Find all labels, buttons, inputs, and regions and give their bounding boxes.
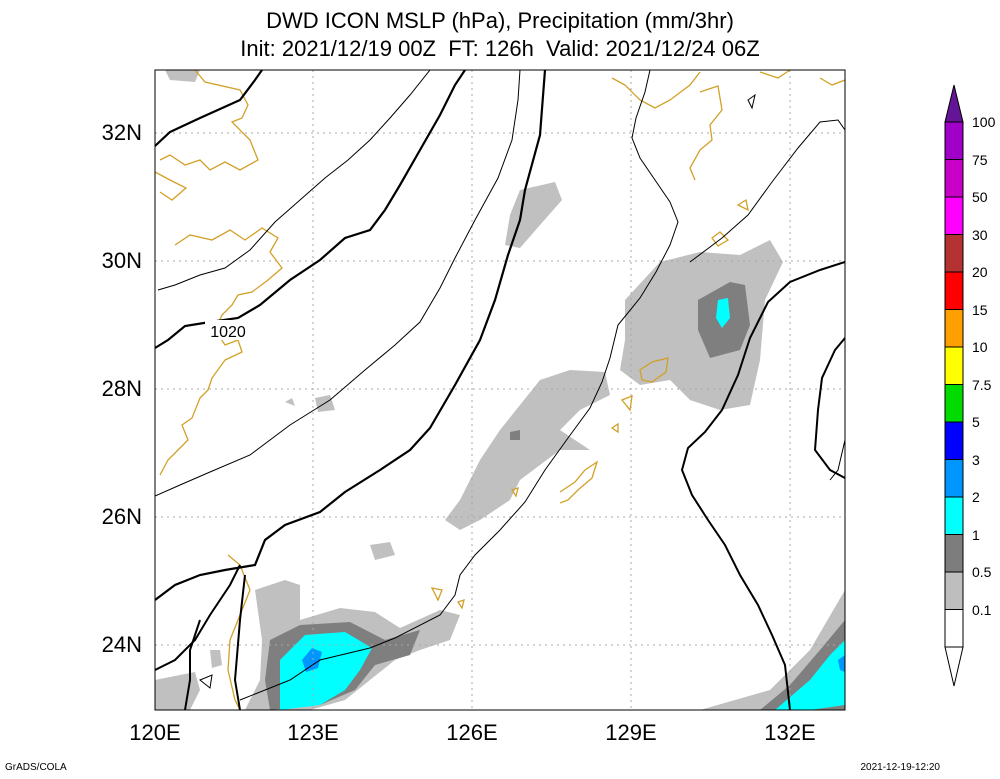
y-tick-label: 26N bbox=[101, 504, 142, 529]
x-tick-label: 126E bbox=[446, 720, 498, 745]
colorbar-level-label: 100 bbox=[972, 114, 996, 130]
x-tick-label: 129E bbox=[605, 720, 657, 745]
colorbar-level-label: 2 bbox=[972, 489, 980, 505]
plot-frame bbox=[154, 69, 846, 711]
colorbar-box bbox=[944, 609, 964, 648]
colorbar-level-label: 15 bbox=[972, 301, 988, 318]
precip-1mm-areas bbox=[280, 298, 845, 710]
colorbar-box bbox=[944, 496, 964, 535]
isobar-label-bg bbox=[205, 320, 251, 340]
y-tick-label: 30N bbox=[101, 248, 142, 273]
colorbar-box bbox=[944, 346, 964, 385]
colorbar-box bbox=[944, 384, 964, 423]
colorbar-level-label: 1 bbox=[972, 526, 980, 543]
timestamp-text: 2021-12-19-12:20 bbox=[860, 762, 940, 773]
precip-2mm-areas bbox=[302, 648, 845, 672]
colorbar-top-arrow bbox=[944, 84, 964, 123]
colorbar-box bbox=[944, 421, 964, 460]
colorbar-box bbox=[944, 234, 964, 273]
colorbar-box bbox=[944, 196, 964, 235]
colorbar-bottom-arrow bbox=[944, 646, 964, 687]
x-tick-label: 132E bbox=[764, 720, 816, 745]
colorbar-level-label: 30 bbox=[972, 226, 988, 243]
y-tick-label: 24N bbox=[101, 632, 142, 657]
isobar-label: 1020 bbox=[210, 324, 246, 341]
colorbar-level-label: 7.5 bbox=[972, 376, 992, 393]
x-tick-label: 123E bbox=[287, 720, 339, 745]
colorbar-level-label: 10 bbox=[972, 339, 988, 355]
x-tick-label: 120E bbox=[129, 720, 181, 745]
colorbar-box bbox=[944, 121, 964, 160]
colorbar-box bbox=[944, 271, 964, 310]
colorbar-level-label: 0.1 bbox=[972, 601, 992, 618]
colorbar-level-label: 0.5 bbox=[972, 564, 992, 580]
colorbar-box bbox=[944, 459, 964, 498]
colorbar-box bbox=[944, 571, 964, 610]
isobars bbox=[155, 70, 845, 710]
y-tick-label: 32N bbox=[101, 120, 142, 145]
colorbar-level-label: 75 bbox=[972, 151, 988, 168]
colorbar-level-label: 3 bbox=[972, 451, 980, 468]
colorbar-level-label: 20 bbox=[972, 264, 988, 280]
credit-text: GrADS/COLA bbox=[5, 762, 67, 773]
colorbar-box bbox=[944, 159, 964, 198]
map-title: DWD ICON MSLP (hPa), Precipitation (mm/3… bbox=[266, 8, 734, 33]
map-subtitle: Init: 2021/12/19 00Z FT: 126h Valid: 202… bbox=[240, 36, 760, 61]
colorbar-level-label: 50 bbox=[972, 189, 988, 205]
colorbar-box bbox=[944, 534, 964, 573]
colorbar-level-label: 5 bbox=[972, 414, 980, 430]
colorbar-box bbox=[944, 309, 964, 348]
y-tick-label: 28N bbox=[101, 376, 142, 401]
grid-lines bbox=[155, 70, 845, 710]
